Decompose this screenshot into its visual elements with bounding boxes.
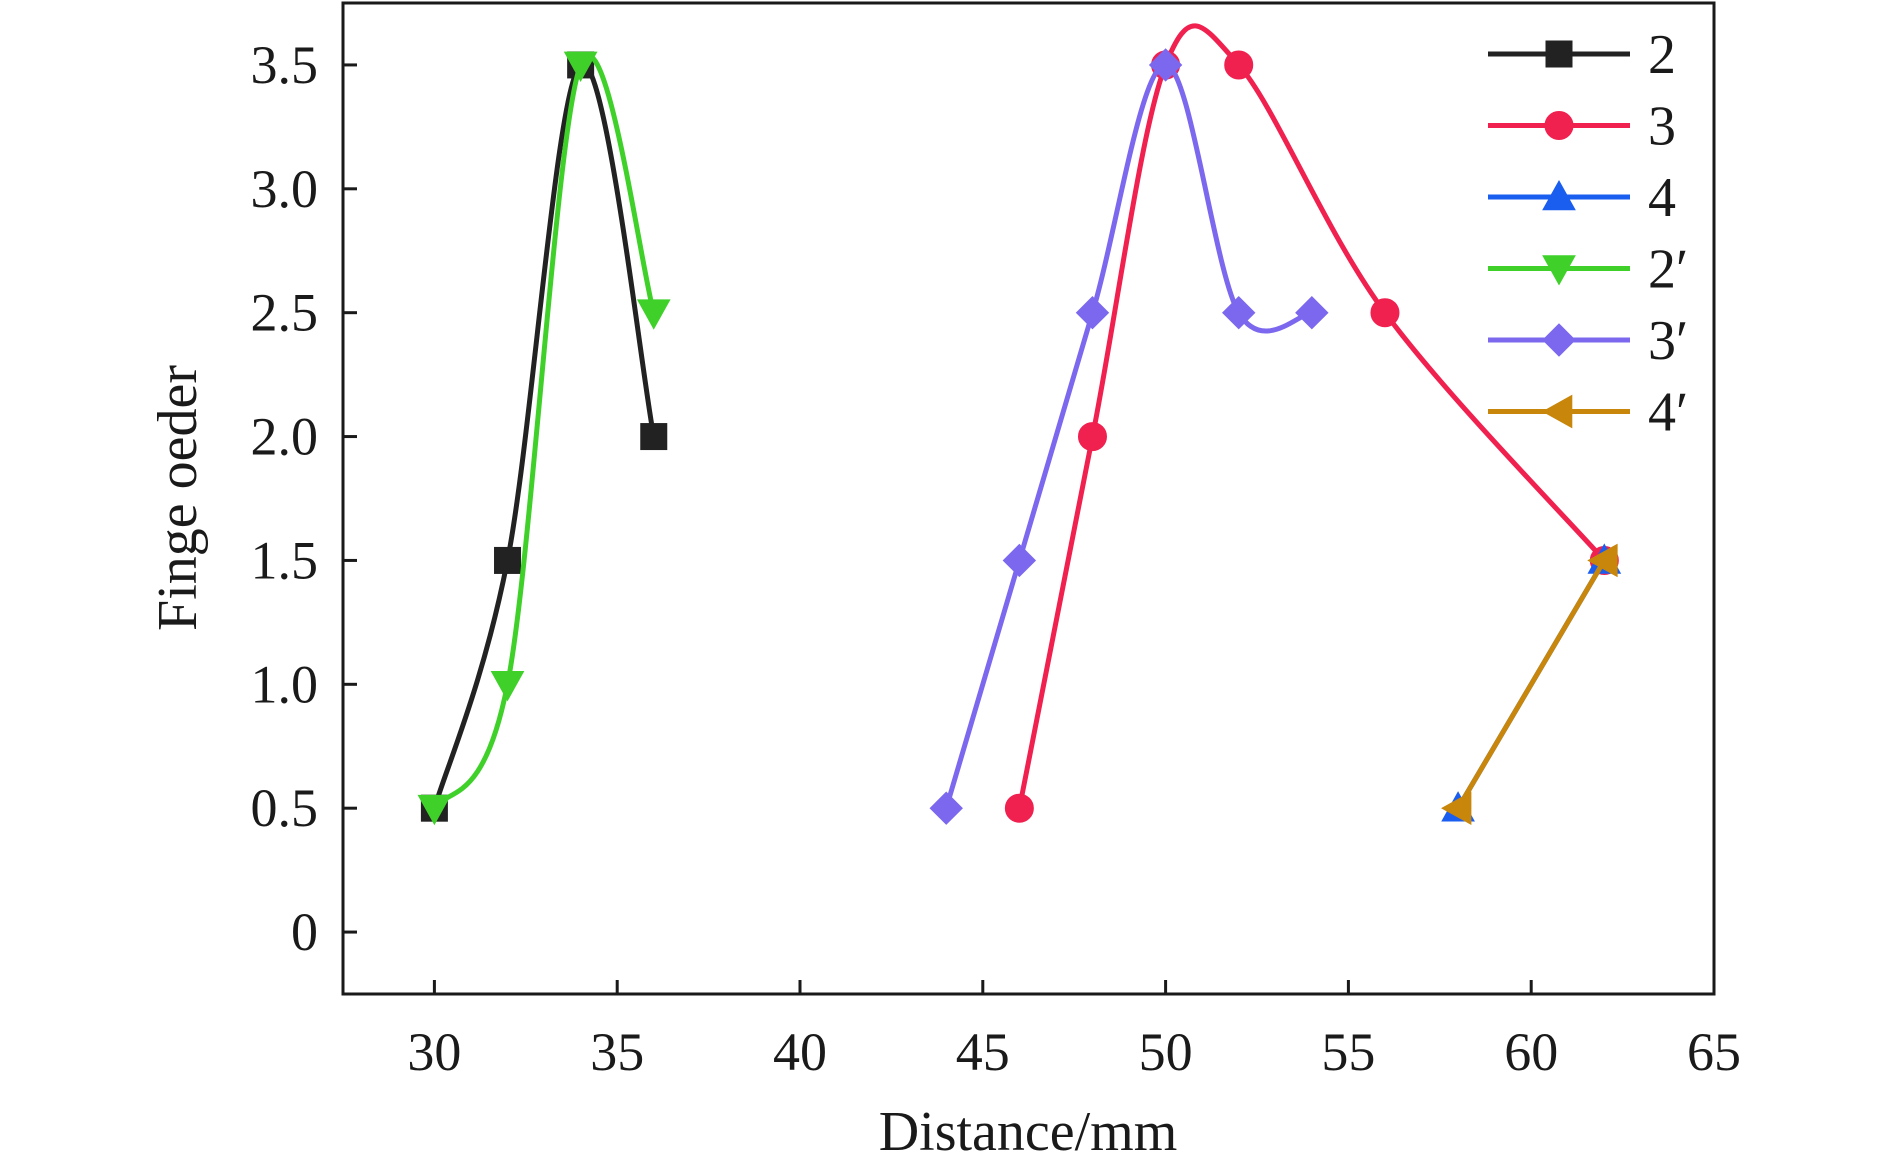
x-tick-label: 50 (1139, 1022, 1193, 1082)
legend-label: 3′ (1648, 310, 1688, 372)
series-layer (417, 23, 1622, 826)
legend-label: 4 (1648, 167, 1676, 229)
data-point (490, 671, 525, 702)
x-tick-label: 35 (590, 1022, 644, 1082)
data-point (1370, 298, 1400, 328)
series-2 (1004, 23, 1619, 823)
x-tick-label: 30 (407, 1022, 461, 1082)
series-1 (420, 51, 668, 822)
y-tick-label: 2.5 (251, 283, 319, 343)
data-point (640, 423, 668, 451)
series-6 (1441, 543, 1618, 826)
data-point (1075, 295, 1110, 330)
series-5 (929, 48, 1329, 825)
x-tick-label: 65 (1687, 1022, 1741, 1082)
legend-marker (1545, 40, 1573, 68)
data-point (636, 299, 671, 330)
series-line (1455, 557, 1607, 811)
y-tick-label: 2.0 (251, 407, 319, 467)
data-point (1587, 543, 1618, 578)
series-line (943, 62, 1315, 811)
series-4 (417, 51, 671, 826)
series-line (431, 53, 657, 811)
data-point (1002, 543, 1037, 578)
series-line (1016, 23, 1607, 811)
x-tick-label: 55 (1321, 1022, 1375, 1082)
legend-marker (1541, 394, 1573, 429)
y-tick-label: 0.5 (251, 778, 319, 838)
legend-item: 3 (1488, 96, 1676, 158)
legend-label: 4′ (1648, 382, 1688, 444)
ticks-layer: 30 35 40 45 50 55 60 65 0 0.5 1.0 1.5 2.0 2.5 3.0 3.5 (251, 35, 1742, 1082)
y-tick-label: 1.5 (251, 530, 319, 590)
data-point (1224, 50, 1254, 80)
y-tick-label: 0 (291, 902, 318, 962)
y-axis-title: Finge oeder (147, 365, 209, 631)
x-tick-label: 60 (1504, 1022, 1558, 1082)
series-line (431, 61, 657, 811)
legend-marker (1542, 323, 1576, 357)
legend-item: 2 (1488, 24, 1676, 86)
legend-label: 3 (1648, 96, 1676, 158)
legend-marker (1544, 111, 1574, 140)
data-point (1148, 48, 1183, 82)
data-point (563, 51, 598, 82)
x-axis-title: Distance/mm (879, 1101, 1178, 1163)
data-point (929, 791, 963, 825)
x-tick-label: 45 (956, 1022, 1010, 1082)
legend-marker (1542, 179, 1576, 211)
data-point (1441, 791, 1472, 826)
y-tick-label: 3.5 (251, 35, 319, 95)
legend-item: 2′ (1488, 239, 1688, 301)
legend-item: 3′ (1488, 310, 1688, 372)
y-tick-label: 3.0 (251, 159, 319, 219)
legend-item: 4′ (1488, 382, 1688, 444)
legend-label: 2′ (1648, 239, 1688, 301)
legend: 2 3 4 2′ 3′ 4′ (1488, 24, 1688, 444)
data-point (1295, 295, 1329, 330)
y-tick-label: 1.0 (251, 654, 319, 714)
legend-label: 2 (1648, 24, 1676, 86)
data-point (1077, 422, 1107, 452)
x-tick-label: 40 (773, 1022, 827, 1082)
data-point (1222, 295, 1256, 330)
legend-marker (1542, 255, 1576, 286)
plot-frame (341, 1, 1716, 996)
data-point (1004, 793, 1034, 823)
data-point (417, 794, 452, 826)
legend-item: 4 (1488, 167, 1676, 229)
data-point (494, 546, 522, 574)
